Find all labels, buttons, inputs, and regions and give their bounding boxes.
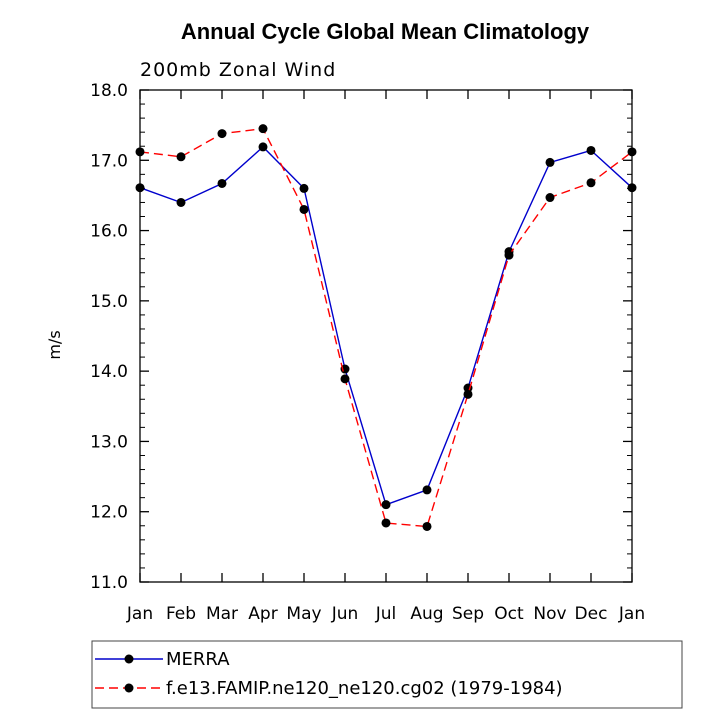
data-point-series-0 bbox=[176, 197, 186, 207]
data-point-series-1 bbox=[463, 389, 473, 399]
y-tick-label: 13.0 bbox=[90, 432, 128, 452]
y-tick-label: 11.0 bbox=[90, 573, 128, 593]
ticks-layer: 11.0 12.0 13.0 14.0 15.0 16.0 17.0 18.0 Jan Feb Ma… bbox=[90, 81, 645, 624]
data-point-series-0 bbox=[422, 485, 432, 495]
data-point-series-0 bbox=[627, 183, 637, 193]
chart-subtitle: 200mb Zonal Wind bbox=[140, 59, 336, 81]
x-tick-label: Jul bbox=[375, 604, 397, 624]
x-tick-label: Mar bbox=[206, 604, 238, 624]
x-tick-label: Jun bbox=[331, 604, 359, 624]
data-point-series-1 bbox=[299, 204, 309, 214]
y-tick-label: 12.0 bbox=[90, 503, 128, 523]
data-point-series-0 bbox=[135, 183, 145, 193]
data-point-series-0 bbox=[545, 157, 555, 167]
data-point-series-0 bbox=[217, 178, 227, 188]
data-point-series-1 bbox=[340, 374, 350, 384]
chart-title: Annual Cycle Global Mean Climatology bbox=[181, 19, 590, 44]
data-point-series-0 bbox=[299, 183, 309, 193]
data-point-series-1 bbox=[258, 124, 268, 134]
data-point-series-1 bbox=[627, 147, 637, 157]
data-point-series-1 bbox=[586, 178, 596, 188]
y-tick-label: 14.0 bbox=[90, 362, 128, 382]
legend-marker-1 bbox=[124, 683, 134, 693]
data-point-series-0 bbox=[586, 145, 596, 155]
y-tick-label: 16.0 bbox=[90, 222, 128, 242]
x-tick-label: Jan bbox=[618, 604, 645, 624]
data-point-series-1 bbox=[176, 152, 186, 162]
data-point-series-0 bbox=[258, 142, 268, 152]
x-tick-label: May bbox=[286, 604, 321, 624]
legend-label-1: f.e13.FAMIP.ne120_ne120.cg02 (1979-1984) bbox=[166, 678, 563, 699]
legend-marker-0 bbox=[124, 654, 134, 664]
series-line-1 bbox=[139, 127, 633, 528]
legend-label-0: MERRA bbox=[166, 649, 230, 670]
legend: MERRA f.e13.FAMIP.ne120_ne120.cg02 (1979-… bbox=[95, 649, 563, 699]
data-point-series-0 bbox=[381, 500, 391, 510]
series-layer bbox=[135, 124, 637, 531]
data-point-series-1 bbox=[135, 147, 145, 157]
x-tick-label: Sep bbox=[452, 604, 484, 624]
x-tick-label: Feb bbox=[166, 604, 196, 624]
x-tick-label: Dec bbox=[575, 604, 608, 624]
data-point-series-1 bbox=[504, 250, 514, 260]
x-tick-label: Apr bbox=[248, 604, 277, 624]
data-point-series-1 bbox=[545, 193, 555, 203]
x-tick-label: Oct bbox=[494, 604, 524, 624]
legend-box bbox=[91, 640, 683, 709]
x-tick-label: Aug bbox=[410, 604, 443, 624]
y-tick-label: 15.0 bbox=[90, 292, 128, 312]
y-tick-label: 18.0 bbox=[90, 81, 128, 101]
x-tick-label: Nov bbox=[533, 604, 566, 624]
y-axis-label: m/s bbox=[45, 330, 64, 359]
data-point-series-1 bbox=[422, 521, 432, 531]
x-tick-label: Jan bbox=[126, 604, 153, 624]
data-point-series-1 bbox=[217, 129, 227, 139]
y-tick-label: 17.0 bbox=[90, 151, 128, 171]
data-point-series-1 bbox=[381, 518, 391, 528]
series-line-0 bbox=[139, 145, 633, 506]
